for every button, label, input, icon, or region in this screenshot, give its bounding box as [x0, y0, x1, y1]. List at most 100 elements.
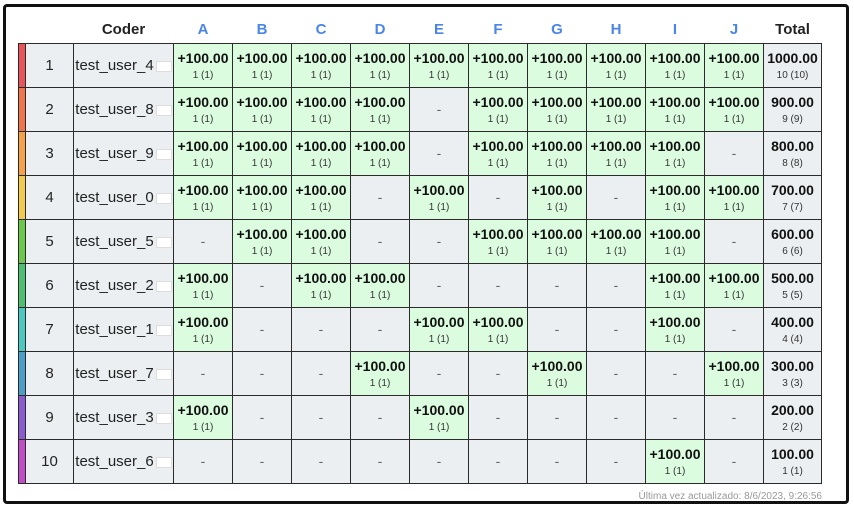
score-cell[interactable]: +100.00 1 (1) [350, 87, 410, 132]
problem-header-a[interactable]: A [197, 20, 209, 38]
score-cell[interactable]: +100.00 1 (1) [291, 263, 351, 308]
score-cell[interactable]: - [291, 439, 351, 484]
score-cell[interactable]: - [409, 219, 469, 264]
coder-name[interactable]: test_user_3 [75, 409, 154, 426]
score-cell[interactable]: - [586, 439, 646, 484]
score-cell[interactable]: +100.00 1 (1) [468, 219, 528, 264]
score-cell[interactable]: +100.00 1 (1) [350, 263, 410, 308]
score-cell[interactable]: +100.00 1 (1) [586, 87, 646, 132]
coder-name[interactable]: test_user_2 [75, 277, 154, 294]
score-cell[interactable]: - [232, 439, 292, 484]
score-cell[interactable]: +100.00 1 (1) [173, 131, 233, 176]
score-cell[interactable]: +100.00 1 (1) [704, 351, 764, 396]
score-cell[interactable]: +100.00 1 (1) [409, 395, 469, 440]
score-cell[interactable]: +100.00 1 (1) [409, 175, 469, 220]
score-cell[interactable]: - [704, 395, 764, 440]
coder-name[interactable]: test_user_7 [75, 365, 154, 382]
score-cell[interactable]: - [586, 307, 646, 352]
score-cell[interactable]: - [350, 175, 410, 220]
score-cell[interactable]: +100.00 1 (1) [232, 219, 292, 264]
score-cell[interactable]: - [291, 307, 351, 352]
coder-name[interactable]: test_user_8 [75, 101, 154, 118]
score-cell[interactable]: +100.00 1 (1) [173, 307, 233, 352]
score-cell[interactable]: +100.00 1 (1) [527, 43, 587, 88]
score-cell[interactable]: +100.00 1 (1) [586, 43, 646, 88]
score-cell[interactable]: +100.00 1 (1) [645, 439, 705, 484]
score-cell[interactable]: - [468, 263, 528, 308]
score-cell[interactable]: +100.00 1 (1) [409, 307, 469, 352]
score-cell[interactable]: +100.00 1 (1) [645, 175, 705, 220]
score-cell[interactable]: - [527, 439, 587, 484]
score-cell[interactable]: - [645, 395, 705, 440]
score-cell[interactable]: - [645, 351, 705, 396]
problem-header-c[interactable]: C [315, 20, 327, 38]
score-cell[interactable]: +100.00 1 (1) [232, 43, 292, 88]
score-cell[interactable]: +100.00 1 (1) [704, 43, 764, 88]
score-cell[interactable]: - [527, 395, 587, 440]
score-cell[interactable]: +100.00 1 (1) [645, 131, 705, 176]
score-cell[interactable]: +100.00 1 (1) [173, 175, 233, 220]
score-cell[interactable]: +100.00 1 (1) [527, 175, 587, 220]
score-cell[interactable]: +100.00 1 (1) [527, 131, 587, 176]
problem-header-f[interactable]: F [493, 20, 503, 38]
problem-header-d[interactable]: D [374, 20, 386, 38]
problem-header-g[interactable]: G [551, 20, 563, 38]
score-cell[interactable]: - [409, 263, 469, 308]
score-cell[interactable]: - [350, 439, 410, 484]
score-cell[interactable]: - [173, 219, 233, 264]
score-cell[interactable]: - [468, 351, 528, 396]
score-cell[interactable]: - [350, 219, 410, 264]
score-cell[interactable]: - [586, 351, 646, 396]
score-cell[interactable]: +100.00 1 (1) [409, 43, 469, 88]
score-cell[interactable]: +100.00 1 (1) [173, 263, 233, 308]
score-cell[interactable]: - [350, 395, 410, 440]
problem-header-b[interactable]: B [256, 20, 268, 38]
score-cell[interactable]: +100.00 1 (1) [350, 131, 410, 176]
score-cell[interactable]: - [586, 175, 646, 220]
score-cell[interactable]: - [468, 175, 528, 220]
score-cell[interactable]: - [409, 87, 469, 132]
coder-name[interactable]: test_user_4 [75, 57, 154, 74]
problem-header-h[interactable]: H [610, 20, 622, 38]
score-cell[interactable]: - [468, 439, 528, 484]
score-cell[interactable]: - [527, 263, 587, 308]
score-cell[interactable]: +100.00 1 (1) [173, 87, 233, 132]
problem-header-e[interactable]: E [433, 20, 444, 38]
score-cell[interactable]: +100.00 1 (1) [527, 219, 587, 264]
coder-name[interactable]: test_user_6 [75, 453, 154, 470]
score-cell[interactable]: +100.00 1 (1) [645, 307, 705, 352]
score-cell[interactable]: +100.00 1 (1) [350, 351, 410, 396]
score-cell[interactable]: +100.00 1 (1) [291, 219, 351, 264]
score-cell[interactable]: - [704, 439, 764, 484]
score-cell[interactable]: - [468, 395, 528, 440]
score-cell[interactable]: - [527, 307, 587, 352]
score-cell[interactable]: - [409, 439, 469, 484]
score-cell[interactable]: +100.00 1 (1) [291, 131, 351, 176]
score-cell[interactable]: - [409, 131, 469, 176]
problem-header-j[interactable]: J [729, 20, 739, 38]
problem-header-i[interactable]: I [672, 20, 678, 38]
score-cell[interactable]: - [350, 307, 410, 352]
score-cell[interactable]: - [586, 263, 646, 308]
coder-name[interactable]: test_user_0 [75, 189, 154, 206]
score-cell[interactable]: - [232, 395, 292, 440]
score-cell[interactable]: +100.00 1 (1) [468, 307, 528, 352]
score-cell[interactable]: +100.00 1 (1) [468, 43, 528, 88]
score-cell[interactable]: +100.00 1 (1) [704, 263, 764, 308]
score-cell[interactable]: +100.00 1 (1) [586, 219, 646, 264]
score-cell[interactable]: +100.00 1 (1) [350, 43, 410, 88]
score-cell[interactable]: - [173, 351, 233, 396]
score-cell[interactable]: +100.00 1 (1) [586, 131, 646, 176]
score-cell[interactable]: +100.00 1 (1) [527, 351, 587, 396]
score-cell[interactable]: +100.00 1 (1) [645, 43, 705, 88]
score-cell[interactable]: +100.00 1 (1) [173, 43, 233, 88]
coder-name[interactable]: test_user_9 [75, 145, 154, 162]
score-cell[interactable]: +100.00 1 (1) [704, 87, 764, 132]
score-cell[interactable]: +100.00 1 (1) [291, 87, 351, 132]
score-cell[interactable]: +100.00 1 (1) [645, 219, 705, 264]
coder-name[interactable]: test_user_1 [75, 321, 154, 338]
score-cell[interactable]: +100.00 1 (1) [291, 175, 351, 220]
score-cell[interactable]: +100.00 1 (1) [232, 175, 292, 220]
score-cell[interactable]: - [232, 351, 292, 396]
score-cell[interactable]: - [704, 219, 764, 264]
